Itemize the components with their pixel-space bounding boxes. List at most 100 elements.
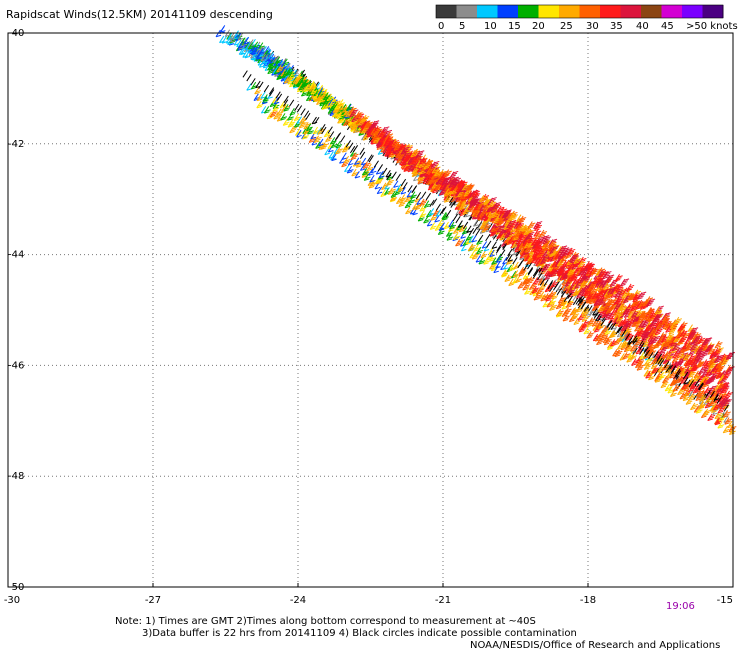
wind-barb [276,64,285,73]
barb-feather [229,40,235,44]
barb-shaft [329,108,335,116]
barb-feather [301,85,307,88]
barb-shaft [237,33,243,41]
barb-feather [244,41,250,45]
barb-shaft [334,106,340,114]
barb-feather [286,71,293,74]
barb-shaft [349,121,355,129]
barb-feather [236,44,242,48]
barb-feather [337,111,343,114]
barb-feather [317,97,323,100]
barb-shaft [274,56,281,64]
barb-shaft [362,133,368,141]
barb-feather [350,109,356,113]
barb-feather [263,61,269,64]
barb-shaft [267,66,273,74]
barb-feather [237,48,243,51]
barb-feather [338,121,345,124]
wind-barb [303,84,311,92]
barb-feather [255,58,261,62]
barb-feather [363,138,369,141]
barb-shaft [256,51,262,60]
wind-barb [267,66,275,75]
barb-feather [277,68,284,71]
barb-feather [371,142,377,145]
barb-feather [335,109,342,112]
barb-shaft [323,92,329,100]
barb-feather [328,96,334,100]
barb-feather [312,90,318,93]
wind-barb [219,35,225,44]
barb-shaft [361,120,367,128]
barb-shaft [287,73,293,81]
barb-feather [378,152,384,155]
barb-feather [332,114,339,117]
wind-barbs [215,25,737,435]
barb-shaft [227,32,233,40]
barb-feather [318,99,324,103]
barb-feather [276,77,282,81]
barb-feather [271,73,277,76]
barb-shaft [276,72,282,80]
barb-feather [215,34,222,38]
wind-barb [292,76,301,84]
barb-shaft [345,103,352,111]
barb-feather [304,82,310,85]
barb-feather [306,98,312,102]
barb-feather [238,46,244,49]
barb-feather [337,114,344,118]
barb-shaft [287,69,294,77]
wind-barb [336,111,344,120]
barb-shaft [263,56,269,64]
wind-barb [240,47,246,56]
wind-barb [326,93,334,102]
barb-shaft [316,90,323,98]
barb-feather [315,99,322,102]
barb-feather [349,122,355,125]
barb-shaft [257,46,264,55]
barb-shaft [226,32,232,40]
wind-barb [348,106,357,114]
wind-barb [281,57,287,66]
barb-shaft [273,65,279,74]
barb-feather [269,62,275,66]
barb-feather [336,107,343,110]
barb-feather [248,47,254,50]
barb-feather [268,69,275,73]
wind-barb [237,33,244,41]
barb-feather [288,80,295,83]
barb-feather [311,85,318,89]
barb-shaft [280,69,286,77]
barb-feather [306,93,312,97]
barb-shaft [315,94,321,102]
barb-shaft [248,39,254,47]
barb-shaft [298,79,304,88]
barb-feather [285,79,291,82]
barb-feather [358,133,364,136]
barb-shaft [342,118,349,126]
barb-shaft [242,50,248,58]
barb-feather [346,108,352,112]
barb-feather [294,79,300,82]
barb-feather [349,114,355,118]
wind-barb [283,76,292,84]
barb-feather [343,123,349,127]
barb-feather [277,75,284,79]
wind-barb [230,35,236,43]
barb-shaft [267,59,273,67]
wind-barb [473,219,479,227]
barb-feather [267,64,274,68]
barb-feather [259,65,265,68]
barb-shaft [287,72,293,80]
barb-feather [340,119,346,122]
barb-feather [279,66,285,69]
barb-feather [301,93,307,97]
barb-feather [274,71,280,75]
barb-shaft [268,53,275,62]
barb-shaft [260,53,266,62]
barb-feather [347,106,353,110]
wind-barb [354,110,363,119]
barb-feather [221,41,228,44]
barb-feather [345,117,351,120]
